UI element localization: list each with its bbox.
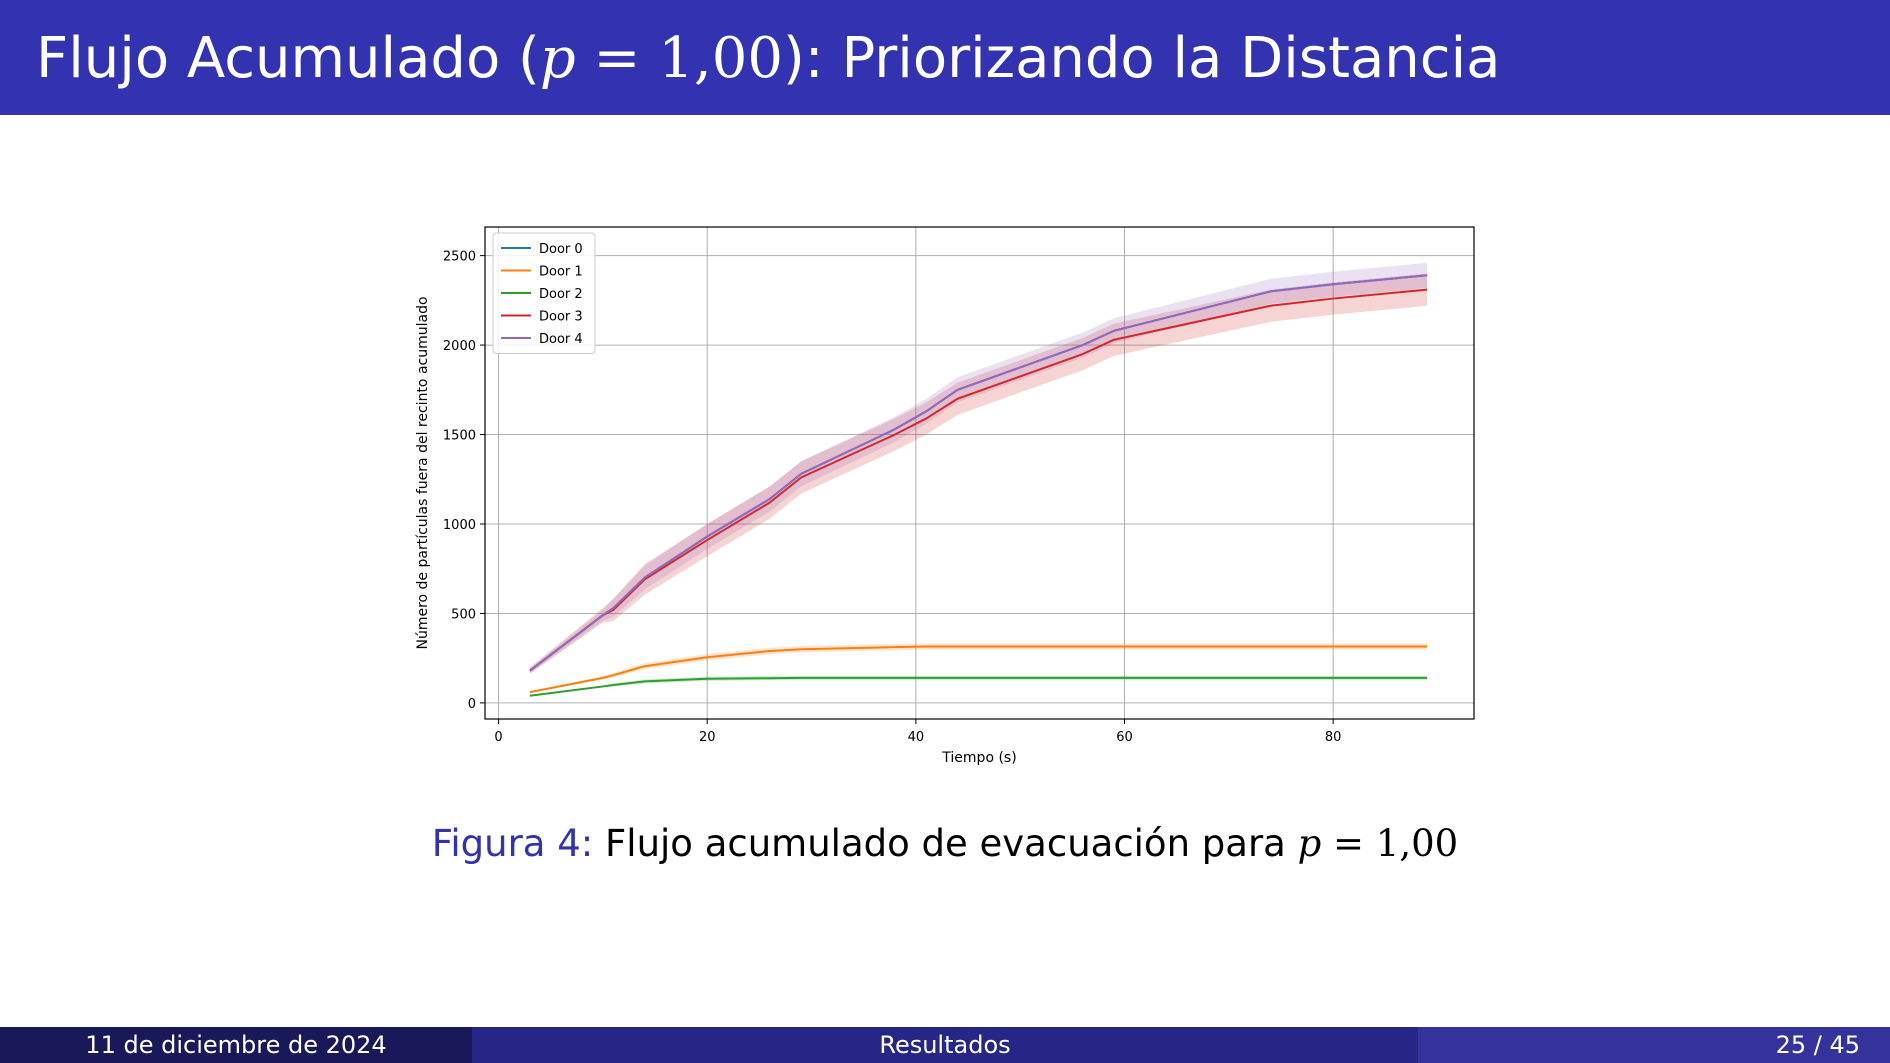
legend-label: Door 2 bbox=[539, 287, 583, 302]
footer-page: 25 / 45 bbox=[1418, 1027, 1890, 1063]
legend-label: Door 3 bbox=[539, 310, 583, 325]
footer: 11 de diciembre de 2024 Resultados 25 / … bbox=[0, 1027, 1890, 1063]
figure-caption: Figura 4: Flujo acumulado de evacuación … bbox=[0, 822, 1890, 865]
door-4-line bbox=[529, 274, 1428, 672]
x-tick-label: 40 bbox=[908, 730, 925, 745]
legend: Door 0 Door 1 Door 2 Door 3 Door 4 bbox=[492, 232, 596, 354]
y-tick-label: 1500 bbox=[443, 429, 476, 444]
page-number: 25 / 45 bbox=[1775, 1031, 1860, 1059]
x-tick-label: 20 bbox=[699, 730, 716, 745]
legend-label: Door 4 bbox=[539, 332, 583, 347]
legend-box bbox=[492, 232, 596, 354]
slide-title: Flujo Acumulado (p = 1,00): Priorizando … bbox=[36, 28, 1500, 90]
title-equation: = 1,00 bbox=[575, 26, 783, 91]
y-tick-label: 0 bbox=[468, 697, 476, 712]
x-tick-label: 80 bbox=[1325, 730, 1342, 745]
caption-variable: p bbox=[1297, 822, 1322, 865]
footer-section: Resultados bbox=[472, 1027, 1418, 1063]
legend-label: Door 0 bbox=[539, 242, 583, 257]
title-suffix: ): Priorizando la Distancia bbox=[782, 26, 1501, 91]
door-3-band bbox=[529, 273, 1428, 674]
x-axis-label: Tiempo (s) bbox=[941, 750, 1016, 766]
cumulative-flow-chart: 0 20 40 60 80 0 500 1000 1500 2000 2500 Tiempo (s)… bbox=[415, 226, 1475, 766]
caption-equation: = 1,00 bbox=[1321, 822, 1459, 865]
x-tick-label: 0 bbox=[494, 730, 502, 745]
door-2-line bbox=[529, 676, 1428, 697]
door-1-line bbox=[529, 645, 1428, 694]
title-prefix: Flujo Acumulado ( bbox=[36, 26, 540, 91]
caption-label: Figura 4: bbox=[431, 822, 594, 865]
title-bar: Flujo Acumulado (p = 1,00): Priorizando … bbox=[0, 0, 1890, 115]
caption-math: p = 1,00 bbox=[1298, 822, 1459, 865]
legend-label: Door 1 bbox=[539, 265, 583, 280]
y-axis-label: Número de partículas fuera del recinto a… bbox=[415, 296, 431, 649]
title-math: p = 1,00 bbox=[540, 26, 783, 91]
door-3-line bbox=[529, 288, 1428, 672]
y-tick-label: 1000 bbox=[443, 518, 476, 533]
caption-text: Flujo acumulado de evacuación para bbox=[605, 822, 1298, 865]
x-tick-label: 60 bbox=[1116, 730, 1133, 745]
y-tick-label: 500 bbox=[451, 607, 476, 622]
y-tick-label: 2000 bbox=[443, 339, 476, 354]
plot-frame bbox=[484, 226, 1475, 720]
axis-ticks: 0 20 40 60 80 0 500 1000 1500 2000 2500 bbox=[443, 250, 1342, 745]
series-lines bbox=[529, 274, 1428, 697]
plot-area bbox=[485, 227, 1474, 719]
title-variable: p bbox=[539, 26, 576, 91]
y-tick-label: 2500 bbox=[443, 250, 476, 265]
footer-date: 11 de diciembre de 2024 bbox=[0, 1027, 472, 1063]
door-1-band bbox=[529, 643, 1428, 693]
